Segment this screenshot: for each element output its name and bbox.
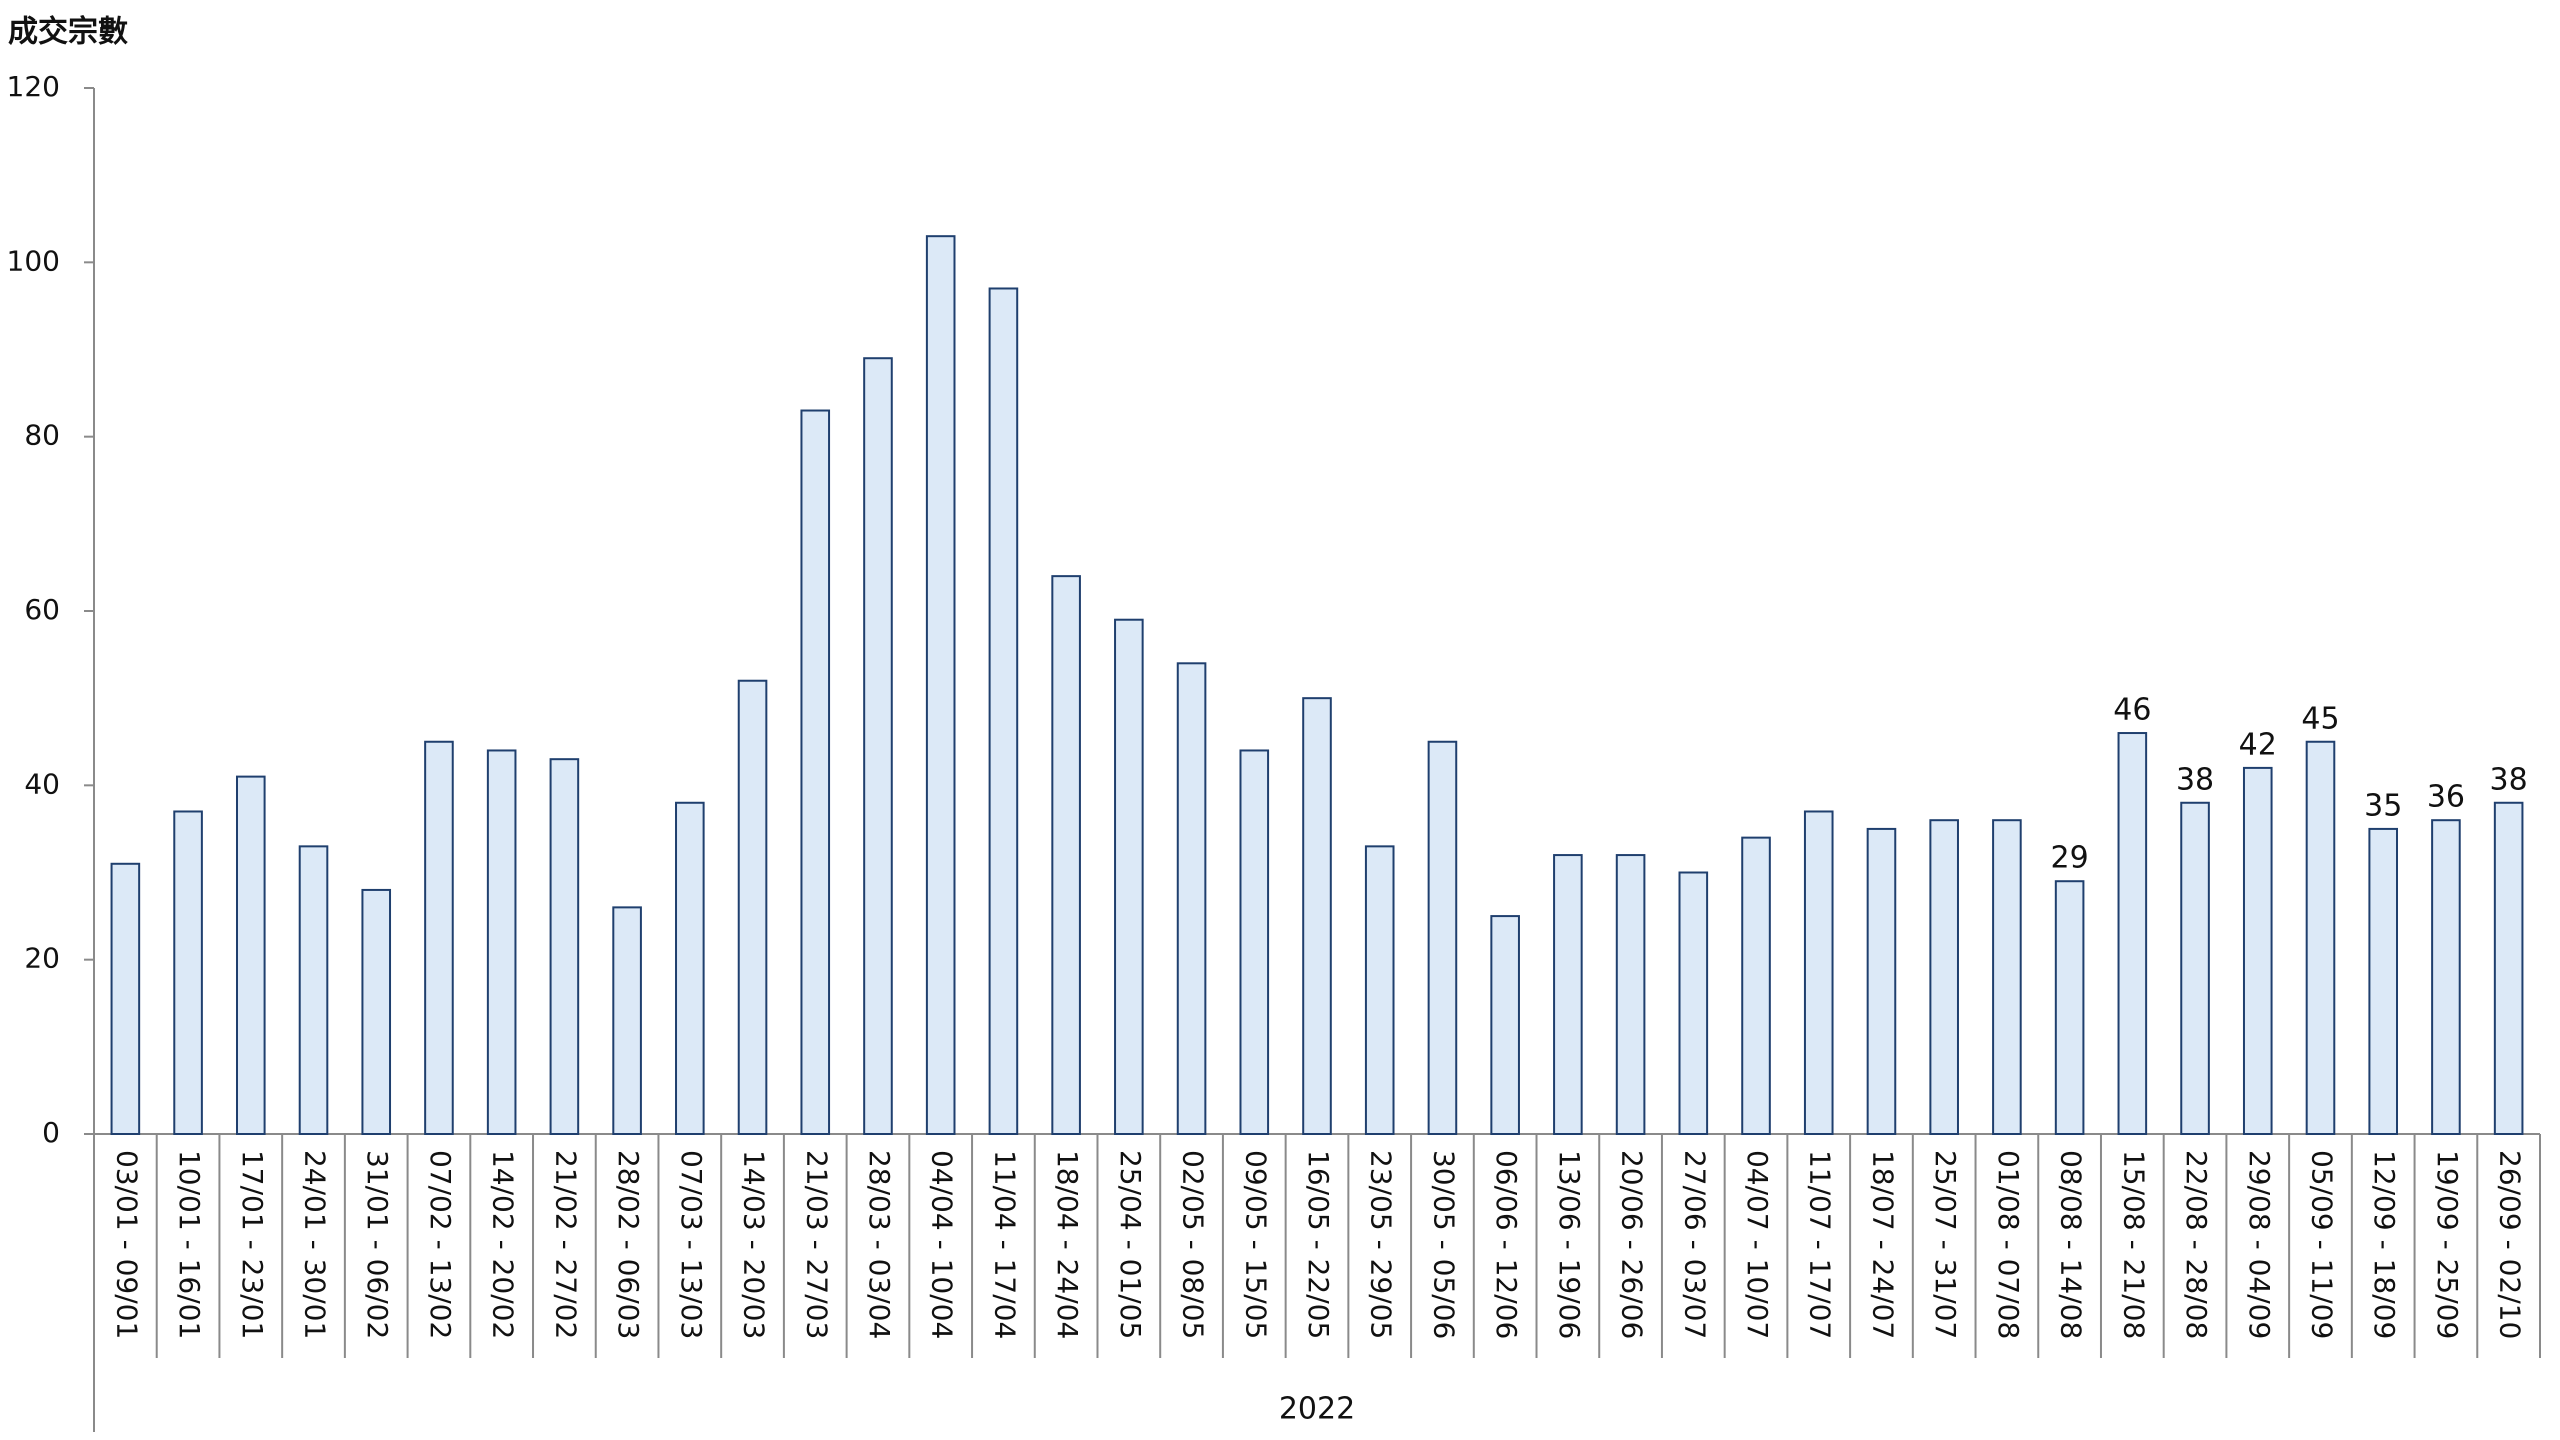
x-tick-label: 01/08 - 07/08: [1992, 1150, 2025, 1339]
bar: [1803, 810, 1834, 1135]
bar: [1615, 854, 1646, 1135]
bar: [1302, 697, 1332, 1136]
bar: [424, 740, 454, 1135]
x-tick-label: 06/06 - 12/06: [1490, 1150, 1523, 1339]
data-label: 35: [2364, 788, 2402, 823]
x-tick-label: 24/01 - 30/01: [299, 1150, 332, 1339]
data-label: 42: [2239, 727, 2277, 762]
bar: [1992, 819, 2022, 1135]
bar: [298, 845, 329, 1135]
x-tick-label: 08/08 - 14/08: [2055, 1150, 2088, 1339]
bar: [675, 801, 705, 1135]
bar: [1239, 749, 1270, 1135]
x-tick-label: 13/06 - 19/06: [1553, 1150, 1586, 1339]
bar: [1678, 871, 1709, 1135]
bar: [1114, 618, 1144, 1135]
bar: [2242, 766, 2273, 1136]
bar: [173, 810, 203, 1135]
bar: [800, 409, 831, 1135]
x-tick-label: 25/07 - 31/07: [1929, 1150, 1962, 1339]
y-tick-label: 60: [24, 593, 60, 626]
x-tick-label: 26/09 - 02/10: [2494, 1150, 2527, 1339]
x-tick-label: 17/01 - 23/01: [236, 1150, 269, 1339]
bar: [737, 679, 768, 1135]
x-tick-label: 05/09 - 11/09: [2305, 1150, 2338, 1339]
x-tick-label: 10/01 - 16/01: [173, 1150, 206, 1339]
bar: [2368, 827, 2399, 1136]
x-tick-label: 04/07 - 10/07: [1741, 1150, 1774, 1339]
data-label: 38: [2490, 762, 2528, 797]
x-tick-label: 28/02 - 06/03: [612, 1150, 645, 1339]
bar: [2493, 801, 2524, 1135]
x-tick-label: 20/06 - 26/06: [1616, 1150, 1649, 1339]
data-label: 38: [2176, 762, 2214, 797]
data-label: 29: [2051, 841, 2089, 876]
x-tick-label: 18/07 - 24/07: [1866, 1150, 1899, 1339]
x-tick-label: 21/03 - 27/03: [800, 1150, 833, 1339]
x-tick-label: 09/05 - 15/05: [1239, 1150, 1272, 1339]
x-tick-label: 16/05 - 22/05: [1302, 1150, 1335, 1339]
x-tick-label: 29/08 - 04/09: [2243, 1150, 2276, 1339]
bar: [1490, 915, 1520, 1135]
y-tick-label: 20: [24, 942, 60, 975]
bar: [1553, 854, 1583, 1135]
x-tick-label: 23/05 - 29/05: [1365, 1150, 1398, 1339]
x-tick-label: 14/03 - 20/03: [738, 1150, 771, 1339]
data-label: 45: [2301, 701, 2339, 736]
x-tick-label: 14/02 - 20/02: [487, 1150, 520, 1339]
bar: [2180, 801, 2210, 1135]
bar: [2054, 880, 2085, 1136]
data-label: 36: [2427, 780, 2465, 815]
bar: [1741, 836, 1771, 1136]
x-tick-label: 28/03 - 03/04: [863, 1150, 896, 1339]
bar: [235, 775, 266, 1135]
x-tick-label: 30/05 - 05/06: [1427, 1150, 1460, 1339]
x-tick-label: 11/04 - 17/04: [988, 1150, 1021, 1339]
bar: [1364, 845, 1395, 1135]
bar: [549, 758, 580, 1136]
x-tick-label: 07/02 - 13/02: [424, 1150, 457, 1339]
bar: [988, 287, 1019, 1135]
x-tick-label: 04/04 - 10/04: [926, 1150, 959, 1339]
y-tick-label: 80: [24, 419, 60, 452]
x-tick-label: 11/07 - 17/07: [1804, 1150, 1837, 1339]
y-tick-label: 120: [7, 70, 60, 103]
y-axis-title: 成交宗數: [8, 15, 128, 50]
x-tick-label: 15/08 - 21/08: [2117, 1150, 2150, 1339]
x-tick-label: 31/01 - 06/02: [361, 1150, 394, 1339]
bar: [1427, 740, 1458, 1135]
x-tick-label: 12/09 - 18/09: [2368, 1150, 2401, 1339]
y-tick-label: 40: [24, 767, 60, 800]
bar: [486, 749, 517, 1135]
bar: [2431, 819, 2461, 1135]
bar: [2305, 740, 2336, 1135]
x-tick-label: 02/05 - 08/05: [1177, 1150, 1210, 1339]
x-tick-label: 27/06 - 03/07: [1678, 1150, 1711, 1339]
y-tick-label: 0: [42, 1116, 60, 1149]
bar: [863, 357, 893, 1135]
x-tick-label: 21/02 - 27/02: [549, 1150, 582, 1339]
bar: [1866, 827, 1897, 1136]
bar: [110, 862, 141, 1135]
x-tick-label: 22/08 - 28/08: [2180, 1150, 2213, 1339]
group-label: 2022: [1279, 1392, 1355, 1427]
bar: [925, 235, 956, 1135]
x-tick-label: 03/01 - 09/01: [110, 1150, 143, 1339]
x-tick-label: 19/09 - 25/09: [2431, 1150, 2464, 1339]
x-tick-label: 07/03 - 13/03: [675, 1150, 708, 1339]
bar: [1929, 819, 1959, 1135]
bar: [1051, 575, 1081, 1135]
y-tick-label: 100: [7, 244, 60, 277]
x-tick-label: 18/04 - 24/04: [1051, 1150, 1084, 1339]
bar: [361, 888, 392, 1136]
x-tick-label: 25/04 - 01/05: [1114, 1150, 1147, 1339]
bar: [1176, 662, 1207, 1135]
data-label: 46: [2113, 693, 2151, 728]
bar: [612, 906, 642, 1135]
bar: [2117, 732, 2148, 1135]
